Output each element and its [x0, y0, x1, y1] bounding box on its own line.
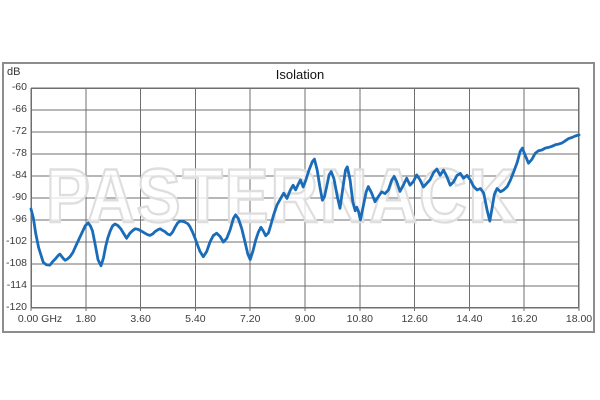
x-tick-label: 7.20 [239, 313, 261, 325]
x-tick-label: 0.00 GHz [17, 313, 63, 325]
x-tick-label: 10.80 [346, 313, 373, 325]
plot-border [31, 88, 579, 308]
y-tick-label: -102 [5, 235, 27, 247]
y-tick-label: -78 [11, 147, 27, 159]
y-tick-label: -96 [11, 213, 27, 225]
y-tick-label: -114 [6, 279, 27, 291]
y-tick-label: -60 [11, 81, 27, 93]
x-tick-label: 12.60 [401, 313, 428, 325]
y-axis-unit-label: dB [7, 66, 21, 78]
plot-area: PASTERNACK [29, 87, 581, 311]
y-tick-label: -108 [5, 257, 27, 269]
x-tick-label: 16.20 [511, 313, 538, 325]
x-tick-label: 1.80 [75, 313, 97, 325]
chart-title: Isolation [275, 67, 325, 82]
x-tick-label: 5.40 [185, 313, 206, 325]
x-tick-label: 18.00 [565, 313, 593, 325]
y-tick-label: -66 [11, 103, 27, 115]
isolation-trace [29, 133, 581, 268]
y-tick-label: -90 [11, 191, 27, 203]
y-tick-label: -120 [5, 301, 27, 313]
y-tick-label: -72 [11, 125, 27, 137]
x-tick-label: 14.40 [456, 313, 483, 325]
y-tick-label: -84 [11, 169, 27, 181]
x-tick-label: 9.00 [294, 313, 316, 325]
x-tick-label: 3.60 [130, 313, 151, 325]
